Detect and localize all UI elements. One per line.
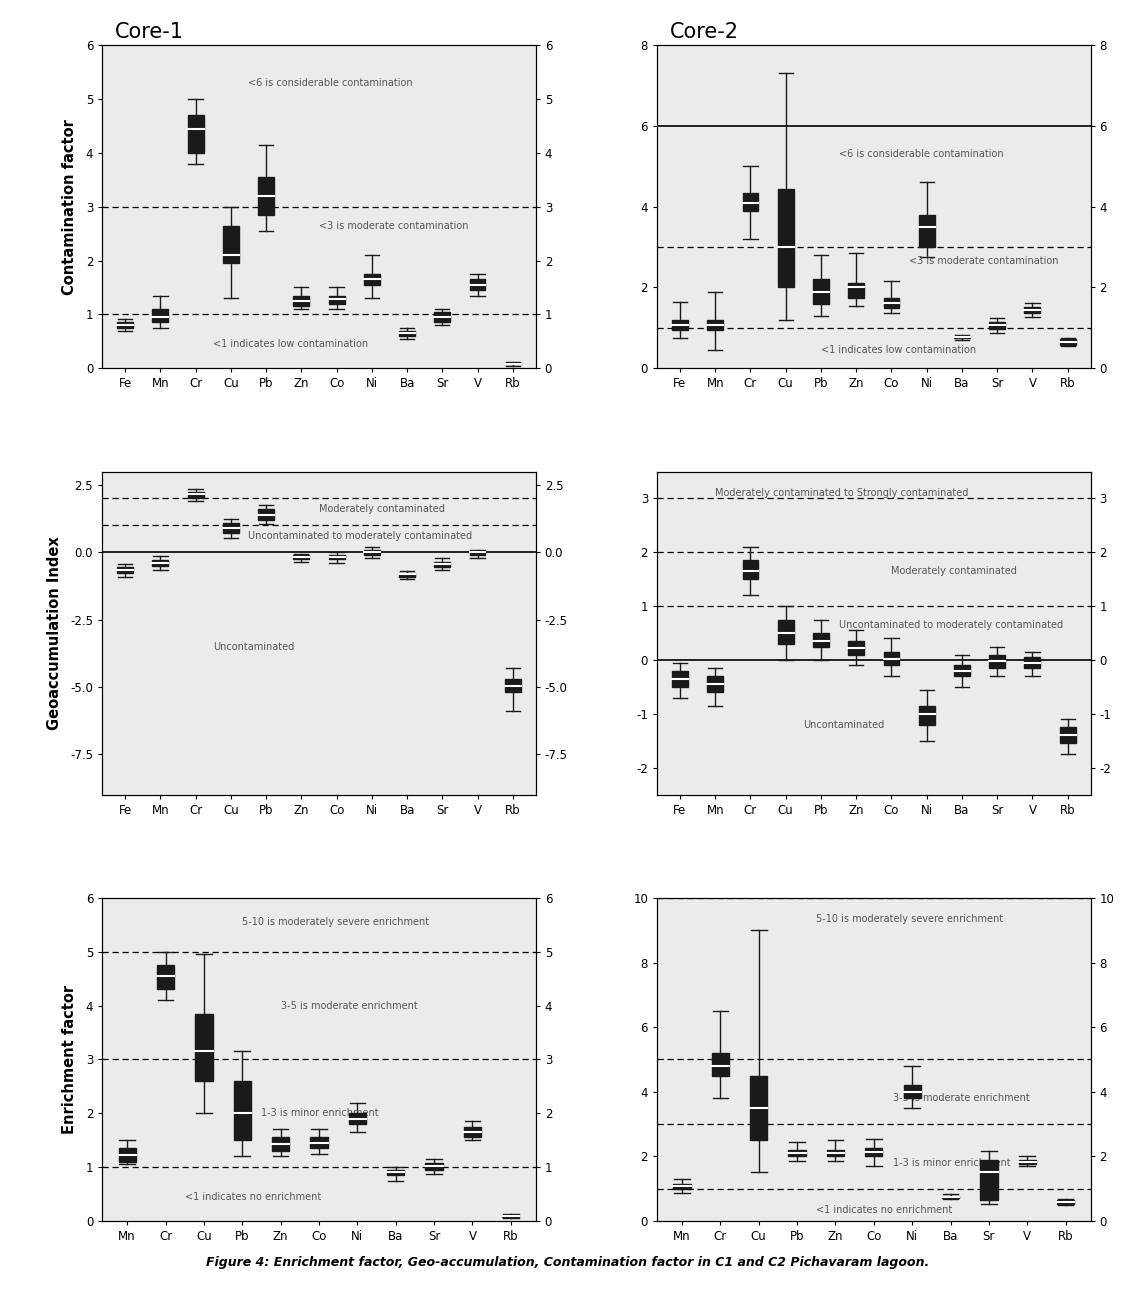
Bar bbox=[849, 283, 864, 297]
Bar bbox=[674, 1183, 691, 1189]
Text: <6 is considerable contamination: <6 is considerable contamination bbox=[838, 150, 1003, 159]
Bar bbox=[502, 1216, 519, 1217]
Bar bbox=[293, 296, 309, 306]
Bar bbox=[712, 1053, 729, 1075]
Y-axis label: Geoaccumulation Index: Geoaccumulation Index bbox=[47, 536, 61, 730]
Bar bbox=[743, 193, 759, 211]
Text: Core-2: Core-2 bbox=[670, 22, 740, 43]
Bar bbox=[778, 189, 794, 287]
Bar bbox=[942, 1196, 959, 1198]
Text: <3 is moderate contamination: <3 is moderate contamination bbox=[319, 221, 468, 230]
Bar bbox=[152, 561, 168, 566]
Bar bbox=[813, 633, 829, 646]
Bar bbox=[469, 279, 485, 291]
Bar bbox=[399, 572, 415, 576]
Bar bbox=[349, 1114, 366, 1124]
Text: 3-5 is moderate enrichment: 3-5 is moderate enrichment bbox=[281, 1000, 417, 1010]
Bar bbox=[884, 297, 900, 307]
Bar bbox=[469, 550, 485, 556]
Bar bbox=[364, 550, 379, 556]
Text: 5-10 is moderately severe enrichment: 5-10 is moderately severe enrichment bbox=[817, 913, 1003, 924]
Bar bbox=[1019, 1160, 1036, 1164]
Bar bbox=[234, 1081, 251, 1140]
Text: Moderately contaminated to Strongly contaminated: Moderately contaminated to Strongly cont… bbox=[716, 488, 969, 499]
Bar bbox=[750, 1075, 768, 1140]
Bar bbox=[989, 655, 1005, 668]
Bar bbox=[708, 319, 724, 329]
Bar bbox=[1056, 1200, 1075, 1204]
Bar bbox=[258, 509, 274, 521]
Bar bbox=[954, 665, 970, 676]
Text: Core-1: Core-1 bbox=[115, 22, 184, 43]
Bar bbox=[827, 1150, 844, 1156]
Bar bbox=[673, 671, 688, 687]
Y-axis label: Enrichment factor: Enrichment factor bbox=[62, 985, 77, 1134]
Text: <1 indicates no enrichment: <1 indicates no enrichment bbox=[817, 1204, 952, 1214]
Bar bbox=[504, 678, 520, 693]
Bar bbox=[399, 331, 415, 336]
Text: Uncontaminated: Uncontaminated bbox=[214, 642, 294, 651]
Text: <1 indicates no enrichment: <1 indicates no enrichment bbox=[185, 1191, 321, 1202]
Bar bbox=[743, 561, 759, 579]
Bar bbox=[434, 562, 450, 567]
Bar bbox=[387, 1169, 404, 1176]
Bar bbox=[364, 274, 379, 284]
Bar bbox=[328, 556, 344, 559]
Text: 1-3 is minor enrichment: 1-3 is minor enrichment bbox=[261, 1109, 379, 1119]
Bar bbox=[778, 620, 794, 643]
Bar bbox=[788, 1150, 805, 1156]
Bar bbox=[117, 567, 133, 572]
Text: <1 indicates low contamination: <1 indicates low contamination bbox=[821, 345, 976, 355]
Bar bbox=[187, 492, 203, 499]
Text: Moderately contaminated: Moderately contaminated bbox=[892, 566, 1018, 576]
Text: 5-10 is moderately severe enrichment: 5-10 is moderately severe enrichment bbox=[242, 917, 429, 928]
Bar bbox=[157, 965, 174, 990]
Text: <6 is considerable contamination: <6 is considerable contamination bbox=[249, 78, 414, 88]
Bar bbox=[919, 705, 935, 725]
Bar bbox=[463, 1127, 481, 1137]
Bar bbox=[152, 309, 168, 323]
Bar bbox=[813, 279, 829, 304]
Bar bbox=[1025, 306, 1041, 313]
Bar bbox=[708, 676, 724, 693]
Text: Uncontaminated to moderately contaminated: Uncontaminated to moderately contaminate… bbox=[838, 620, 1062, 630]
Text: 3-5 is moderate enrichment: 3-5 is moderate enrichment bbox=[893, 1093, 1029, 1103]
Bar bbox=[1025, 658, 1041, 668]
Bar bbox=[434, 311, 450, 323]
Bar bbox=[223, 226, 239, 264]
Bar bbox=[504, 363, 520, 364]
Bar bbox=[1060, 727, 1076, 743]
Bar bbox=[866, 1149, 883, 1156]
Bar bbox=[989, 322, 1005, 329]
Bar bbox=[117, 323, 133, 328]
Text: Moderately contaminated: Moderately contaminated bbox=[319, 504, 445, 514]
Bar bbox=[272, 1137, 290, 1151]
Y-axis label: Contamination factor: Contamination factor bbox=[62, 119, 77, 295]
Bar bbox=[258, 177, 274, 214]
Bar bbox=[293, 556, 309, 559]
Bar bbox=[328, 296, 344, 304]
Text: <3 is moderate contamination: <3 is moderate contamination bbox=[909, 256, 1059, 266]
Bar bbox=[187, 115, 203, 152]
Text: Figure 4: Enrichment factor, Geo-accumulation, Contamination factor in C1 and C2: Figure 4: Enrichment factor, Geo-accumul… bbox=[207, 1256, 929, 1269]
Bar bbox=[954, 336, 970, 339]
Bar bbox=[919, 214, 935, 247]
Bar bbox=[1060, 339, 1076, 345]
Bar bbox=[425, 1163, 443, 1169]
Text: <1 indicates low contamination: <1 indicates low contamination bbox=[214, 339, 368, 349]
Bar bbox=[903, 1085, 921, 1098]
Bar bbox=[118, 1149, 136, 1162]
Bar bbox=[849, 641, 864, 655]
Bar bbox=[673, 319, 688, 329]
Text: Uncontaminated: Uncontaminated bbox=[803, 720, 885, 730]
Bar bbox=[310, 1137, 327, 1149]
Text: Uncontaminated to moderately contaminated: Uncontaminated to moderately contaminate… bbox=[249, 531, 473, 541]
Bar bbox=[884, 652, 900, 665]
Bar bbox=[980, 1160, 997, 1200]
Bar bbox=[223, 523, 239, 534]
Text: 1-3 is minor enrichment: 1-3 is minor enrichment bbox=[893, 1158, 1011, 1168]
Bar bbox=[195, 1014, 212, 1081]
